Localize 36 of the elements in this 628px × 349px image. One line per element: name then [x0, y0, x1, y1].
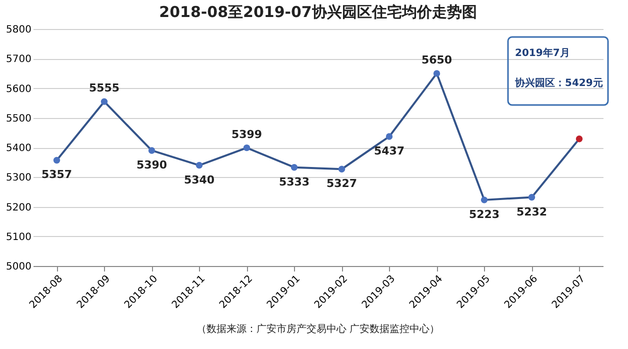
data-label: 5390: [136, 158, 168, 172]
data-label: 5232: [516, 205, 548, 218]
y-tick-label: 5300: [6, 172, 32, 184]
data-label: 5340: [184, 173, 215, 186]
point: [290, 164, 298, 171]
data-label: 5437: [374, 144, 405, 158]
data-label: 5555: [88, 82, 120, 95]
data-label: 5223: [468, 208, 500, 221]
y-tick-label: 5000: [6, 262, 32, 272]
text: （数据来源：广安市房产交易中心 广安数据监控中心）: [196, 323, 440, 335]
point: [576, 136, 583, 142]
annotation: 协兴园区：5429元: [514, 77, 603, 89]
point: [53, 156, 60, 164]
point: [386, 133, 393, 140]
y-tick-label: 5500: [6, 113, 32, 124]
point: [243, 144, 250, 152]
data-label: 5357: [41, 168, 72, 182]
data-label: 5650: [421, 53, 452, 66]
point: [433, 70, 440, 77]
point: [338, 166, 346, 172]
point: [528, 194, 536, 201]
annotation: 2019年7月: [515, 47, 570, 59]
y-tick-label: 5700: [6, 54, 32, 66]
data-label: 5399: [231, 128, 262, 141]
data-label: 5327: [326, 177, 358, 190]
y-tick-label: 5600: [6, 84, 32, 95]
point: [480, 196, 488, 204]
y-tick-label: 5100: [6, 232, 32, 243]
y-tick-label: 5800: [6, 24, 32, 36]
chart-title: 2018-08至2019-07协兴园区住宅均价走势图: [159, 3, 477, 21]
point: [196, 162, 203, 169]
point: [100, 98, 108, 105]
y-tick-label: 5400: [6, 143, 32, 154]
point: [148, 147, 156, 154]
y-tick-label: 5200: [6, 202, 32, 214]
data-label: 5333: [278, 175, 310, 188]
